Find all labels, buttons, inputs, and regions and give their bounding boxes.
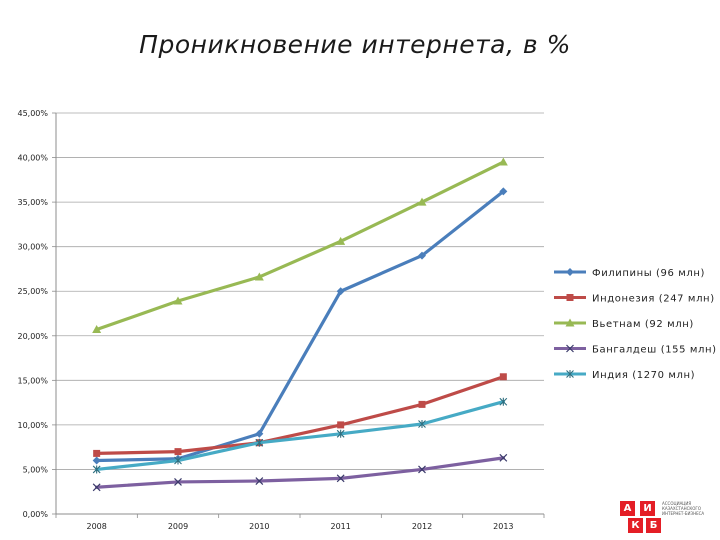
series-group bbox=[92, 187, 508, 465]
legend-label: Бангалдеш (155 млн) bbox=[592, 345, 717, 356]
legend-item: Филипины (96 млн) bbox=[554, 268, 705, 279]
chart-title: Проникновение интернета, в % bbox=[139, 30, 571, 59]
data-point bbox=[336, 429, 345, 438]
series-line bbox=[95, 400, 505, 472]
data-point bbox=[254, 272, 264, 281]
y-tick-label: 25,00% bbox=[17, 287, 48, 296]
data-point bbox=[174, 477, 182, 486]
data-point bbox=[93, 449, 101, 457]
x-tick-labels: 2008 2009 2010 2011 2012 2013 bbox=[86, 522, 513, 531]
y-tick-label: 30,00% bbox=[17, 243, 48, 252]
axes bbox=[52, 112, 545, 518]
data-point bbox=[499, 397, 508, 406]
data-point bbox=[565, 318, 575, 327]
series-line bbox=[95, 189, 505, 463]
logo-letter: Б bbox=[646, 518, 661, 533]
x-tick-label: 2013 bbox=[493, 522, 513, 531]
y-tick-label: 40,00% bbox=[17, 154, 48, 163]
data-point bbox=[418, 400, 426, 408]
x-tick-label: 2010 bbox=[249, 522, 269, 531]
legend-label: Филипины (96 млн) bbox=[592, 268, 705, 279]
series-line bbox=[95, 456, 505, 489]
data-point bbox=[566, 344, 574, 353]
data-point bbox=[566, 370, 574, 378]
data-point bbox=[255, 429, 264, 438]
data-point bbox=[499, 453, 508, 462]
data-point bbox=[418, 419, 426, 428]
data-point bbox=[174, 456, 182, 465]
x-tick-label: 2012 bbox=[412, 522, 432, 531]
logo-letter: И bbox=[640, 501, 655, 516]
data-point bbox=[336, 474, 345, 483]
series-group bbox=[93, 373, 507, 457]
y-tick-label: 45,00% bbox=[17, 109, 48, 118]
data-point bbox=[336, 287, 345, 296]
aikb-logo: А И К Б Ассоциация казахстанского интерн… bbox=[620, 497, 716, 537]
data-point bbox=[566, 294, 574, 301]
data-point bbox=[499, 373, 507, 381]
data-point bbox=[336, 236, 346, 245]
data-point bbox=[255, 477, 264, 485]
logo-text: Ассоциация казахстанского интернет-бизне… bbox=[662, 501, 705, 516]
series-group bbox=[92, 157, 508, 334]
data-point bbox=[337, 421, 345, 429]
series-line bbox=[95, 160, 505, 332]
y-tick-label: 20,00% bbox=[17, 332, 48, 341]
data-point bbox=[418, 465, 426, 474]
x-tick-label: 2009 bbox=[168, 522, 188, 531]
series bbox=[92, 157, 508, 492]
data-point bbox=[92, 465, 101, 474]
legend-label: Индия (1270 млн) bbox=[592, 370, 695, 381]
gridlines bbox=[56, 112, 544, 470]
data-point bbox=[255, 438, 264, 447]
y-tick-label: 15,00% bbox=[17, 376, 48, 385]
legend-item: Индия (1270 млн) bbox=[554, 370, 695, 381]
series-line bbox=[95, 375, 505, 456]
x-tick-label: 2008 bbox=[86, 522, 106, 531]
y-tick-labels: 0,00% 5,00% 10,00% 15,00% 20,00% 25,00% 30,00%… bbox=[17, 109, 48, 519]
data-point bbox=[92, 483, 101, 492]
logo-letter: К bbox=[628, 518, 643, 533]
series-group bbox=[92, 453, 508, 492]
legend-item: Бангалдеш (155 млн) bbox=[554, 344, 717, 356]
data-point bbox=[92, 456, 101, 465]
data-point bbox=[174, 448, 182, 456]
data-point bbox=[499, 187, 508, 196]
data-point bbox=[566, 268, 574, 276]
legend-label: Вьетнам (92 млн) bbox=[592, 319, 694, 330]
data-point bbox=[92, 325, 102, 334]
data-point bbox=[498, 157, 508, 166]
y-tick-label: 10,00% bbox=[17, 421, 48, 430]
logo-letter: А bbox=[620, 501, 635, 516]
legend-item: Индонезия (247 млн) bbox=[554, 294, 715, 305]
legend-item: Вьетнам (92 млн) bbox=[554, 318, 694, 330]
legend: Филипины (96 млн) Индонезия (247 млн) Вьет… bbox=[554, 268, 717, 381]
y-tick-label: 5,00% bbox=[23, 465, 49, 474]
y-tick-label: 35,00% bbox=[17, 198, 48, 207]
data-point bbox=[173, 296, 183, 305]
data-point bbox=[417, 197, 427, 206]
data-point bbox=[418, 251, 426, 260]
legend-label: Индонезия (247 млн) bbox=[592, 294, 715, 305]
x-tick-label: 2011 bbox=[330, 522, 350, 531]
series-group bbox=[92, 397, 508, 474]
y-tick-label: 0,00% bbox=[23, 510, 49, 519]
